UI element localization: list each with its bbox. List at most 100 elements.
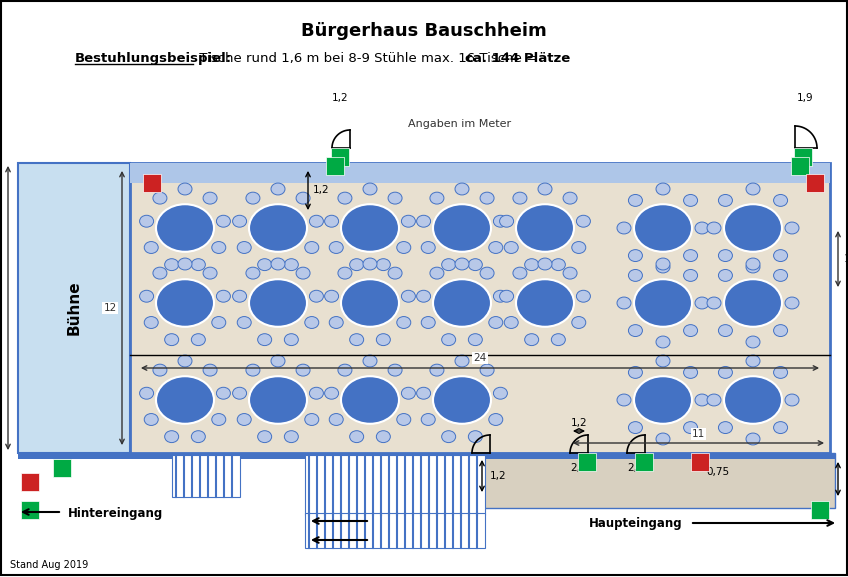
Ellipse shape [216, 290, 231, 302]
Bar [460, 453, 835, 508]
Ellipse shape [695, 222, 709, 234]
Bar [18, 453, 835, 459]
Ellipse shape [237, 242, 251, 253]
Ellipse shape [212, 242, 226, 253]
Ellipse shape [724, 204, 782, 252]
Text: Bühne: Bühne [66, 280, 81, 335]
Bar [305, 513, 485, 548]
Ellipse shape [192, 334, 205, 346]
Ellipse shape [416, 387, 431, 399]
Bar [305, 455, 485, 515]
Ellipse shape [724, 376, 782, 424]
Ellipse shape [178, 355, 192, 367]
Ellipse shape [310, 387, 323, 399]
Ellipse shape [656, 433, 670, 445]
Ellipse shape [683, 250, 698, 261]
Ellipse shape [430, 267, 444, 279]
Ellipse shape [349, 334, 364, 346]
Ellipse shape [237, 317, 251, 328]
Ellipse shape [707, 297, 721, 309]
Bar [806, 174, 824, 192]
Ellipse shape [433, 376, 491, 424]
Ellipse shape [718, 194, 733, 207]
Text: 12: 12 [103, 303, 117, 313]
Text: Haupteingang: Haupteingang [589, 518, 682, 530]
Ellipse shape [377, 430, 390, 443]
Ellipse shape [525, 258, 538, 271]
Ellipse shape [192, 258, 205, 271]
Ellipse shape [488, 242, 503, 253]
Ellipse shape [144, 242, 159, 253]
Ellipse shape [341, 279, 399, 327]
Ellipse shape [246, 364, 260, 376]
Ellipse shape [416, 215, 431, 227]
Ellipse shape [442, 258, 455, 271]
Ellipse shape [746, 258, 760, 270]
Text: 1,2: 1,2 [490, 471, 506, 481]
Ellipse shape [338, 364, 352, 376]
Bar [130, 163, 830, 453]
Ellipse shape [718, 366, 733, 379]
Ellipse shape [773, 250, 788, 261]
Ellipse shape [296, 192, 310, 204]
Ellipse shape [388, 267, 402, 279]
Ellipse shape [656, 183, 670, 195]
Ellipse shape [144, 317, 159, 328]
Ellipse shape [505, 317, 518, 328]
Text: Tische rund 1,6 m bei 8-9 Stühle max. 16 Tische =: Tische rund 1,6 m bei 8-9 Stühle max. 16… [195, 52, 541, 65]
Ellipse shape [363, 258, 377, 270]
Ellipse shape [232, 290, 247, 302]
Ellipse shape [628, 194, 643, 207]
Bar [331, 148, 349, 166]
Ellipse shape [178, 258, 192, 270]
Bar [130, 163, 830, 183]
Text: WC / Garderobe: WC / Garderobe [375, 515, 469, 529]
Ellipse shape [363, 183, 377, 195]
Ellipse shape [707, 222, 721, 234]
Ellipse shape [724, 279, 782, 327]
Ellipse shape [455, 183, 469, 195]
Ellipse shape [513, 267, 527, 279]
Ellipse shape [153, 267, 167, 279]
Ellipse shape [178, 183, 192, 195]
Ellipse shape [271, 355, 285, 367]
Ellipse shape [349, 258, 364, 271]
Ellipse shape [572, 317, 586, 328]
Ellipse shape [494, 215, 507, 227]
Ellipse shape [494, 387, 507, 399]
Ellipse shape [325, 290, 338, 302]
Ellipse shape [304, 317, 319, 328]
Ellipse shape [246, 192, 260, 204]
Ellipse shape [718, 422, 733, 433]
Text: 1,2: 1,2 [332, 93, 349, 103]
Ellipse shape [325, 387, 338, 399]
Ellipse shape [363, 355, 377, 367]
Ellipse shape [628, 366, 643, 379]
Ellipse shape [505, 242, 518, 253]
Ellipse shape [516, 279, 574, 327]
Text: 1,2: 1,2 [571, 418, 588, 428]
Ellipse shape [232, 215, 247, 227]
Ellipse shape [304, 242, 319, 253]
Ellipse shape [773, 422, 788, 433]
Ellipse shape [258, 430, 271, 443]
Ellipse shape [468, 258, 483, 271]
Ellipse shape [397, 317, 410, 328]
Bar [578, 453, 596, 471]
Ellipse shape [377, 258, 390, 271]
Ellipse shape [785, 394, 799, 406]
Ellipse shape [165, 430, 179, 443]
Ellipse shape [628, 325, 643, 336]
Ellipse shape [480, 364, 494, 376]
Text: Bürgerhaus Bauschheim: Bürgerhaus Bauschheim [301, 22, 547, 40]
Ellipse shape [329, 242, 343, 253]
Text: 1,2: 1,2 [844, 254, 848, 264]
Ellipse shape [442, 430, 455, 443]
Bar [691, 453, 709, 471]
Ellipse shape [153, 364, 167, 376]
Ellipse shape [538, 183, 552, 195]
Ellipse shape [246, 267, 260, 279]
Ellipse shape [628, 422, 643, 433]
Ellipse shape [296, 267, 310, 279]
Ellipse shape [480, 267, 494, 279]
